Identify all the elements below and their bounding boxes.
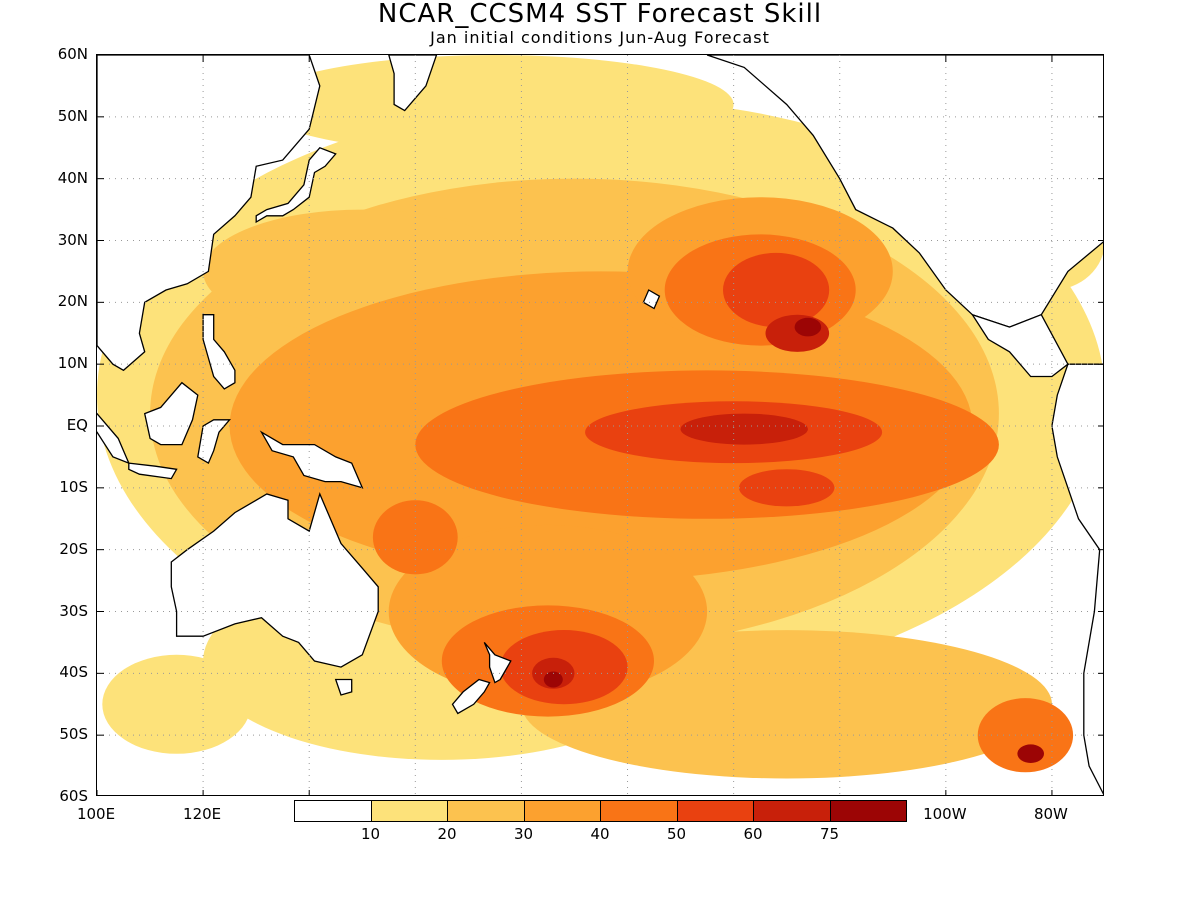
land-java [128, 462, 178, 480]
skill-region-21 [765, 314, 830, 352]
colorbar-box [370, 800, 448, 822]
land-new-zealand-north [483, 641, 512, 684]
land-new-guinea [259, 430, 364, 489]
lat-label: 30N [57, 230, 88, 249]
skill-region-25 [1017, 744, 1044, 763]
colorbar-label: 50 [666, 825, 687, 843]
colorbar-label: 30 [513, 825, 534, 843]
colorbar-label: 40 [590, 825, 610, 843]
skill-region-24 [794, 317, 822, 337]
skill-region-19 [739, 469, 835, 507]
colorbar-label: 20 [437, 825, 457, 843]
lat-label: 10S [59, 477, 88, 496]
colorbar-label: 10 [360, 825, 381, 843]
land-australia [170, 492, 379, 668]
lat-label: 50S [59, 725, 88, 744]
lat-label: 40N [57, 168, 88, 187]
skill-region-20 [680, 413, 808, 445]
land-kamchatka [388, 55, 438, 112]
lon-label: 100E [76, 805, 116, 823]
skill-region-3 [102, 654, 251, 754]
colorbar-label: 60 [743, 825, 763, 843]
colorbar-box [294, 800, 372, 822]
lat-label: EQ [66, 416, 88, 434]
colorbar-box [600, 800, 678, 822]
lat-label: 20N [57, 292, 88, 311]
skill-region-15 [372, 500, 458, 575]
map-panel [96, 54, 1104, 796]
lat-label: 10N [57, 354, 88, 373]
chart-subtitle: Jan initial conditions Jun-Aug Forecast [430, 28, 770, 47]
land-tasmania [334, 678, 353, 696]
skill-region-2 [256, 55, 734, 154]
land-sulawesi [197, 419, 232, 465]
land-asia [97, 55, 321, 372]
colorbar-box [753, 800, 831, 822]
colorbar-box [447, 800, 525, 822]
land-central-america [970, 313, 1069, 378]
colorbar-box [829, 800, 907, 822]
skill-map [97, 55, 1103, 795]
lat-label: 50N [57, 106, 88, 125]
lat-label: 20S [59, 539, 88, 558]
skill-region-18 [723, 252, 830, 328]
land-hawaii [642, 289, 661, 310]
land-new-zealand-south [451, 678, 491, 715]
lat-label: 30S [59, 601, 88, 620]
colorbar-box [523, 800, 601, 822]
lat-label: 40S [59, 663, 88, 682]
lon-label: 100W [923, 805, 967, 823]
land-philippines [202, 314, 236, 390]
lon-label: 120E [183, 805, 222, 823]
colorbar [294, 800, 907, 822]
colorbar-box [676, 800, 754, 822]
land-japan [255, 147, 337, 224]
skill-region-14 [977, 698, 1074, 773]
chart-title: NCAR_CCSM4 SST Forecast Skill [377, 0, 823, 29]
land-borneo [143, 381, 199, 446]
skill-region-23 [543, 671, 563, 688]
lat-label: 60N [57, 45, 88, 63]
land-sumatra [97, 412, 131, 465]
lon-label: 80W [1033, 805, 1068, 823]
colorbar-label: 75 [819, 825, 840, 843]
land-north-america [706, 55, 1103, 328]
lat-label: 60S [59, 787, 88, 805]
